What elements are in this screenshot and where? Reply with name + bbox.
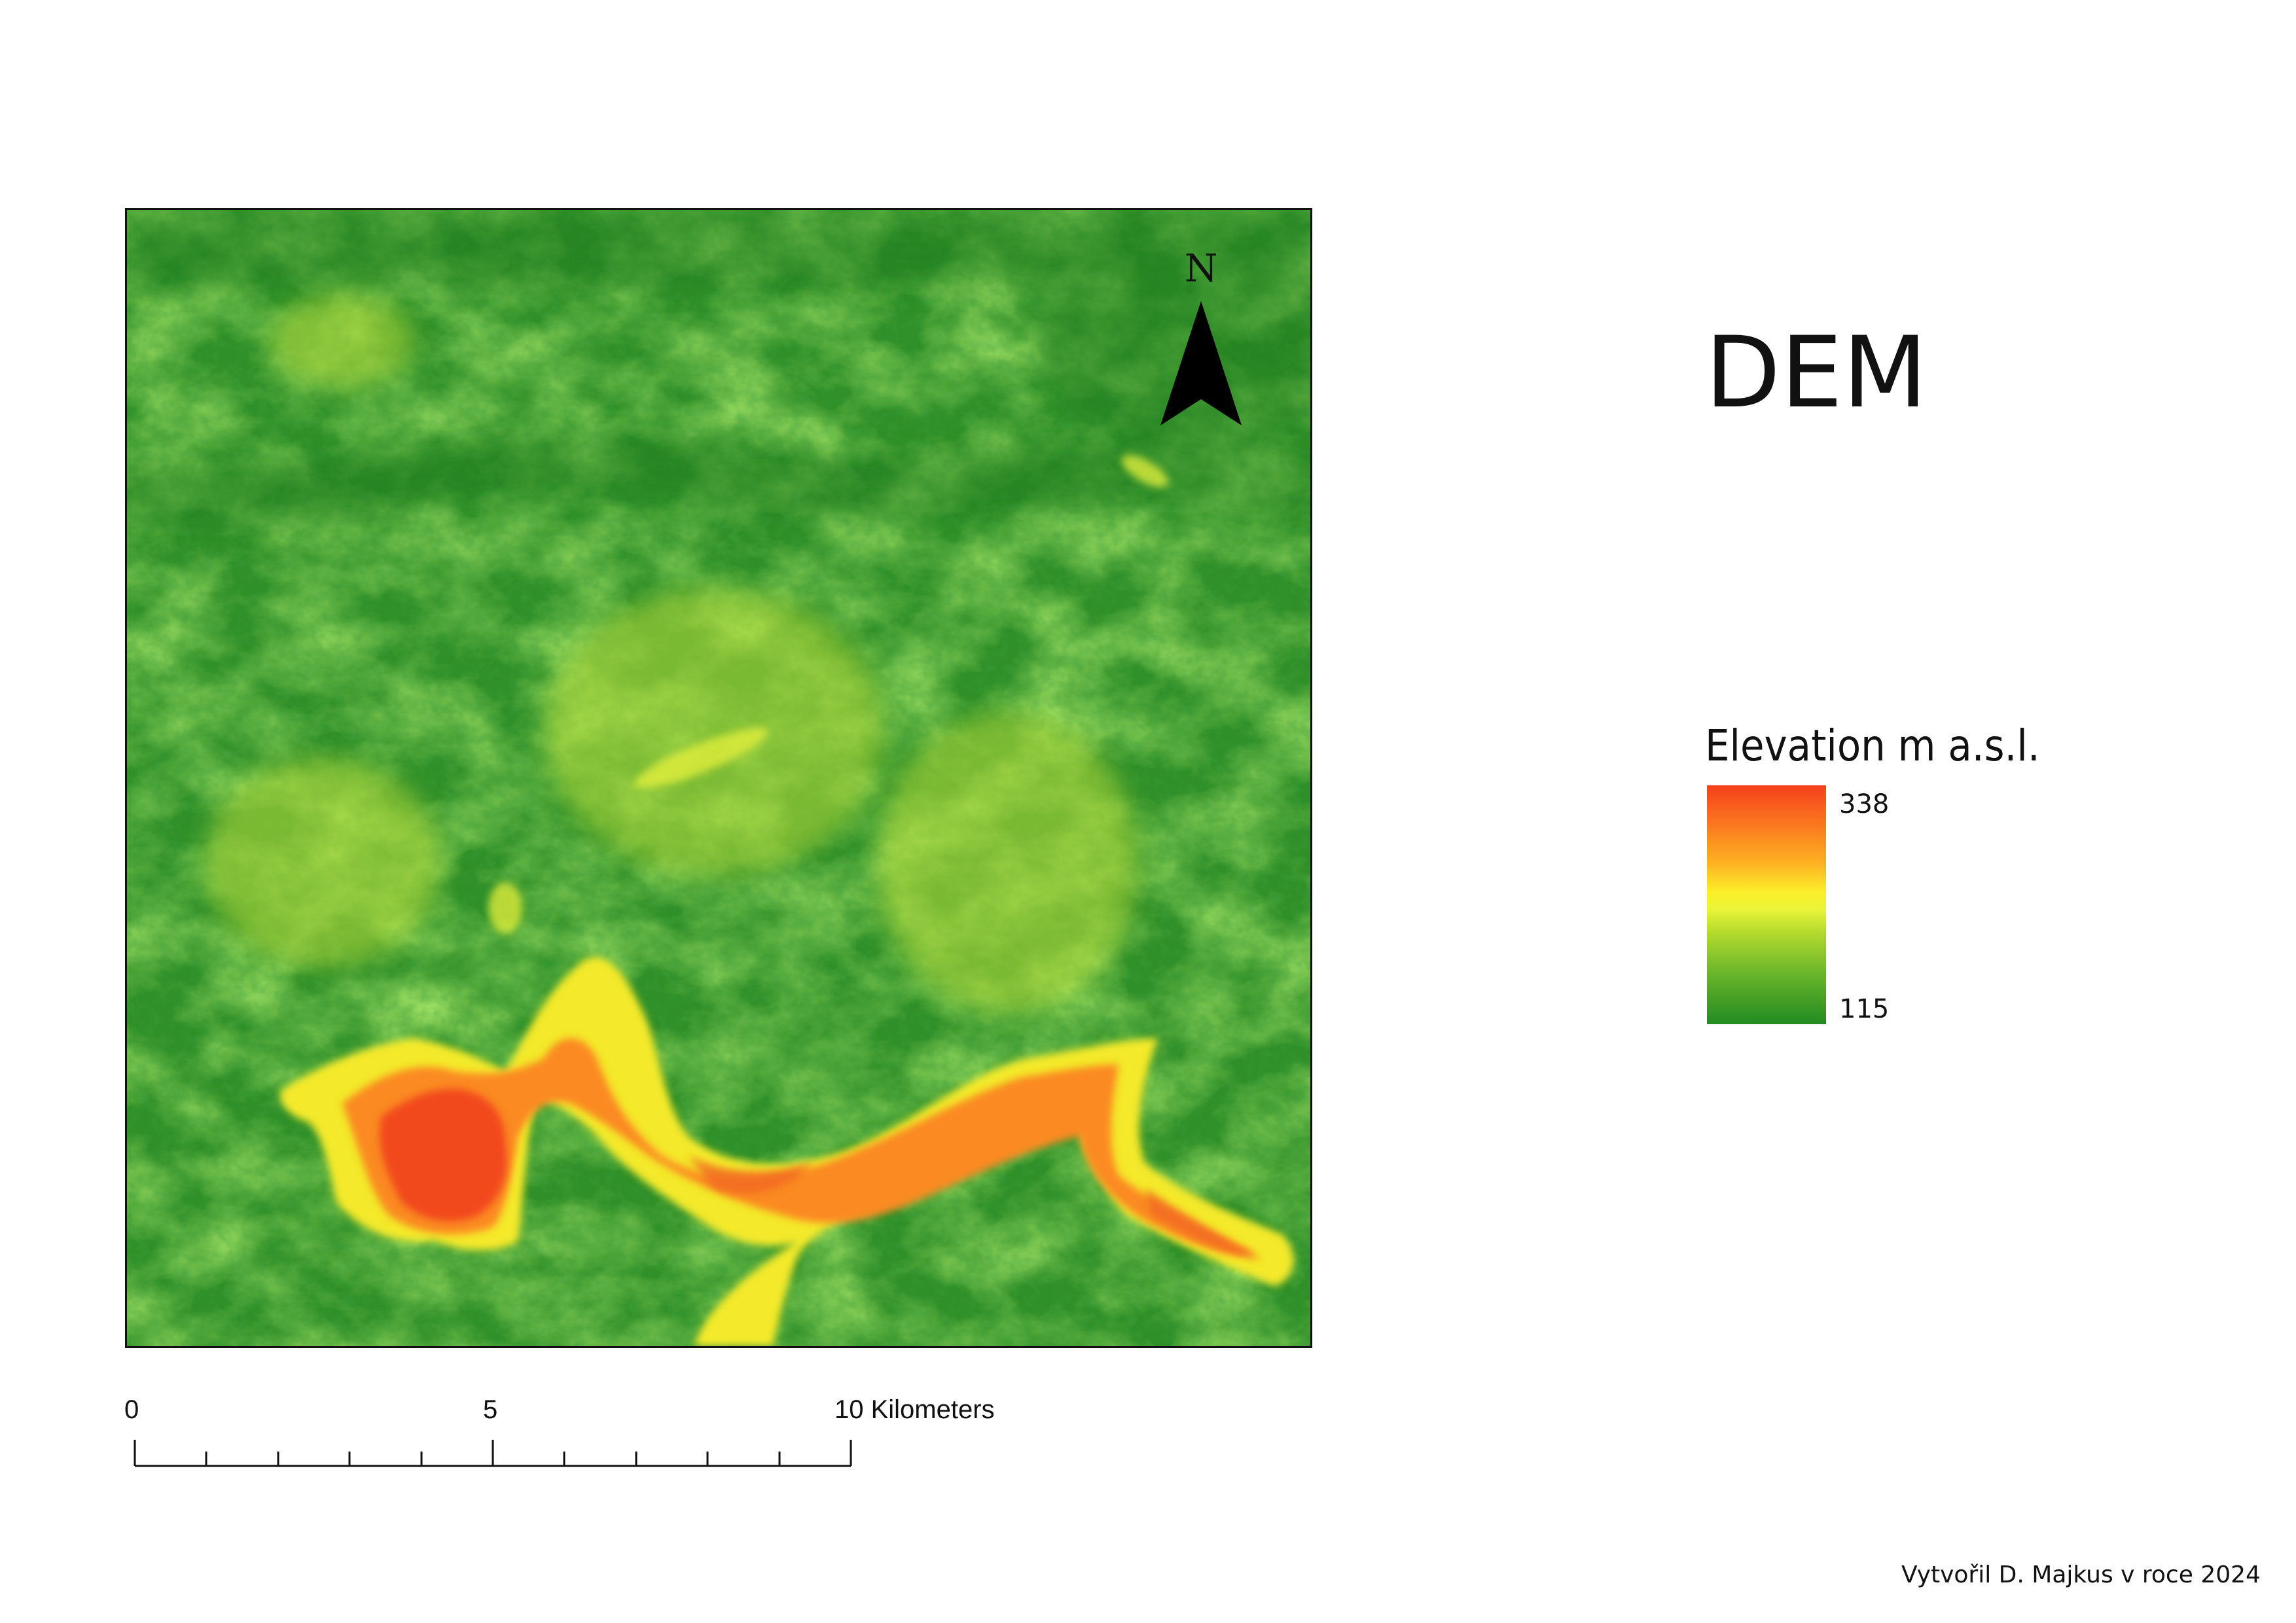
highland-band-orange bbox=[342, 1038, 1256, 1256]
scale-label-5: 5 bbox=[483, 1395, 498, 1424]
map-title: DEM bbox=[1705, 316, 1928, 430]
scale-bar-ticks bbox=[134, 1440, 852, 1467]
legend-title: Elevation m a.s.l. bbox=[1705, 721, 2040, 771]
light-patches bbox=[205, 294, 1138, 1012]
legend-color-ramp bbox=[1707, 785, 1826, 1024]
scale-bar: 0 5 10 Kilometers bbox=[124, 1394, 1041, 1467]
legend-max-label: 338 bbox=[1839, 789, 1890, 819]
north-label: N bbox=[1184, 246, 1218, 291]
yellow-streaks bbox=[488, 455, 1168, 935]
highland-band-yellow bbox=[279, 957, 1294, 1346]
north-arrow-icon bbox=[1160, 301, 1242, 425]
north-arrow: N bbox=[1155, 249, 1247, 432]
highland-peak-red bbox=[380, 1088, 507, 1222]
scale-label-0: 0 bbox=[124, 1395, 139, 1424]
map-frame[interactable] bbox=[125, 208, 1312, 1348]
author-credit: Vytvořil D. Majkus v roce 2024 bbox=[1901, 1561, 2261, 1588]
legend-min-label: 115 bbox=[1839, 994, 1890, 1024]
highland-red-streaks bbox=[688, 1156, 1263, 1260]
elevation-raster bbox=[127, 210, 1310, 1346]
valley-shading bbox=[127, 210, 1310, 525]
scale-label-10: 10 Kilometers bbox=[834, 1395, 995, 1424]
